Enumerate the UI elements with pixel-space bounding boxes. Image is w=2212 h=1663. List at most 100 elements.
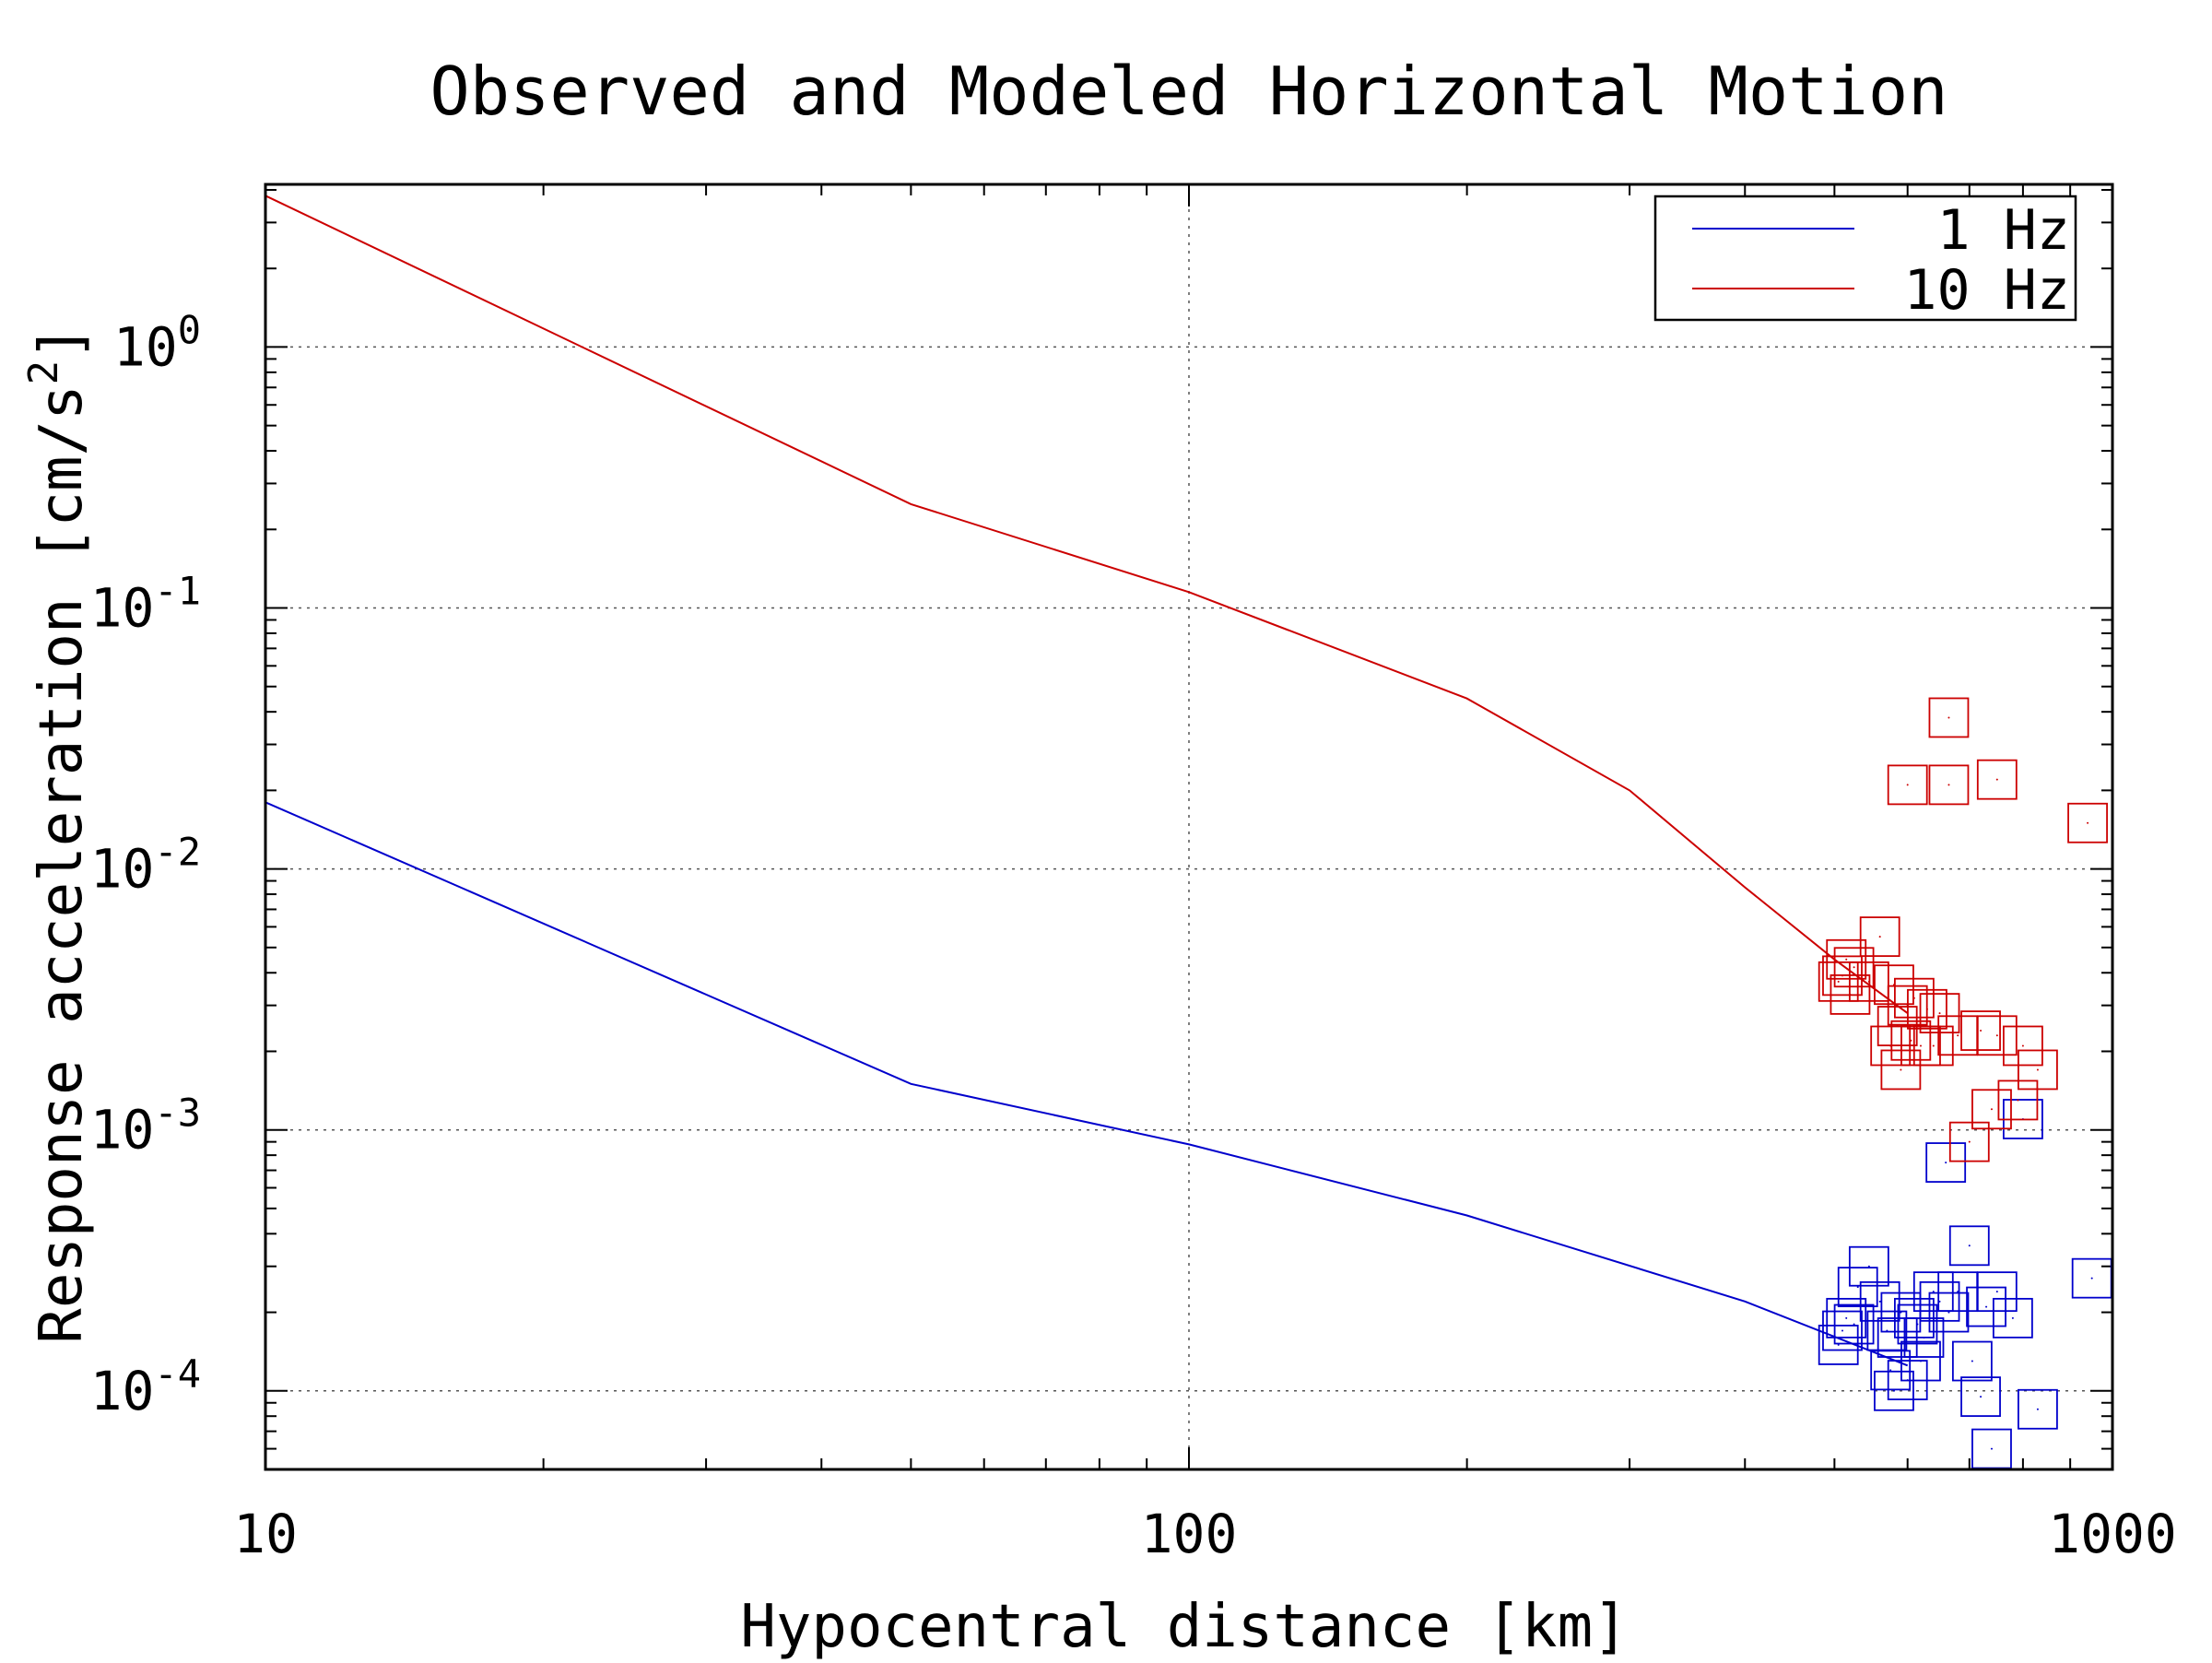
observed-point-center xyxy=(1867,980,1870,983)
observed-point-center xyxy=(2036,1068,2039,1071)
x-tick-label: 10 xyxy=(233,1503,298,1565)
series-group xyxy=(1887,759,2018,806)
x-axis-label: Hypocentral distance [km] xyxy=(740,1593,1628,1659)
x-tick-label: 100 xyxy=(1141,1503,1238,1565)
observed-point xyxy=(1976,1271,2018,1313)
observed-point xyxy=(1912,1025,1954,1067)
model-line xyxy=(265,195,1909,1014)
observed-point xyxy=(2002,1025,2043,1067)
observed-point-center xyxy=(1990,1108,1993,1111)
observed-point-center xyxy=(1896,1025,1899,1028)
observed-point xyxy=(1826,938,1867,980)
legend-label-1hz: 1 Hz xyxy=(1937,198,2071,263)
observed-point-center xyxy=(1900,1311,1902,1314)
observed-point-center xyxy=(2011,1316,2014,1319)
observed-point-center xyxy=(2036,1408,2039,1410)
observed-point xyxy=(1928,1291,1970,1333)
observed-point-center xyxy=(1919,1044,1922,1047)
observed-point-center xyxy=(1947,1311,1950,1314)
observed-point xyxy=(1948,1121,1990,1162)
observed-point-center xyxy=(1853,1323,1855,1326)
observed-point-center xyxy=(1923,1336,1925,1339)
y-tick-label: 10-1 xyxy=(90,569,201,640)
observed-point xyxy=(1887,764,1928,806)
y-axis-label-end: ] xyxy=(28,324,96,360)
observed-point-center xyxy=(1889,1369,1892,1372)
observed-point-center xyxy=(1947,784,1950,786)
observed-point-center xyxy=(2021,1044,2024,1047)
observed-point xyxy=(1818,1325,1859,1365)
observed-point xyxy=(1976,1015,2018,1056)
observed-point xyxy=(1912,1271,1954,1313)
observed-point-center xyxy=(1906,784,1909,786)
y-axis-label: Response acceleration [cm/s2] xyxy=(20,324,96,1343)
observed-point-center xyxy=(1916,1323,1919,1326)
legend-box xyxy=(1653,195,2077,322)
observed-point-center xyxy=(1968,1244,1971,1247)
observed-point-center xyxy=(1845,958,1848,961)
observed-point xyxy=(1848,961,1889,1002)
observed-point-center xyxy=(1957,1034,1959,1037)
observed-point xyxy=(1833,1303,1875,1345)
x-tick-labels: 10 100 1000 xyxy=(233,1503,2177,1565)
observed-point xyxy=(1966,1286,2006,1327)
observed-point xyxy=(2067,802,2108,843)
observed-point-center xyxy=(1932,1291,1935,1293)
observed-point xyxy=(1919,993,1960,1034)
observed-point-center xyxy=(1841,1329,1843,1332)
observed-point xyxy=(1976,759,2018,800)
observed-point xyxy=(1900,1340,1941,1382)
observed-point-center xyxy=(1845,1316,1848,1319)
observed-point xyxy=(1874,964,1914,1006)
axis-ticks xyxy=(265,184,2112,1469)
observed-point-center xyxy=(2087,821,2089,824)
model-line xyxy=(265,801,1909,1367)
observed-point-center xyxy=(1945,1162,1947,1164)
observed-point-center xyxy=(1932,1044,1935,1047)
observed-point xyxy=(1992,1297,2033,1339)
x-tick-label: 1000 xyxy=(2048,1503,2177,1565)
y-axis-label-superscript: 2 xyxy=(20,360,67,385)
observed-point xyxy=(1833,947,1875,988)
observed-point xyxy=(1971,1089,2012,1130)
observed-point xyxy=(1818,961,1859,1002)
observed-point-center xyxy=(1980,1396,1983,1398)
observed-point-center xyxy=(2090,1277,2093,1280)
observed-point xyxy=(1822,1310,1863,1351)
observed-point xyxy=(1870,1350,1912,1391)
observed-point xyxy=(1890,1020,1932,1061)
observed-point xyxy=(1928,697,1970,738)
observed-point xyxy=(2018,1388,2058,1430)
observed-point-center xyxy=(1919,1360,1922,1362)
y-tick-label: 100 xyxy=(113,307,201,378)
observed-point-center xyxy=(1892,1389,1895,1392)
observed-point-center xyxy=(1995,778,1998,781)
y-tick-labels: 100 10-1 10-2 10-3 10-4 xyxy=(90,307,201,1421)
observed-point xyxy=(1907,988,1947,1030)
observed-point xyxy=(1948,1225,1990,1267)
y-tick-label: 10-2 xyxy=(90,830,201,901)
y-axis-label-base: Response acceleration [cm/s xyxy=(28,384,96,1343)
y-tick-label: 10-3 xyxy=(90,1091,201,1162)
observed-point xyxy=(1903,1317,1945,1358)
observed-point-center xyxy=(1878,1300,1881,1303)
observed-point-center xyxy=(1985,1305,1988,1308)
observed-point-center xyxy=(1856,1286,1859,1289)
observed-point-center xyxy=(1853,966,1855,969)
observed-point-center xyxy=(1995,1291,1998,1293)
observed-point-center xyxy=(1867,1265,1870,1268)
observed-point-center xyxy=(1995,1034,1998,1037)
observed-point xyxy=(1894,977,1935,1019)
observed-point xyxy=(2018,1049,2058,1091)
chart-title: Observed and Modeled Horizontal Motion xyxy=(429,53,1947,130)
observed-point xyxy=(1919,1280,1960,1322)
observed-point-center xyxy=(1938,1012,1941,1015)
grid-lines xyxy=(265,184,2112,1469)
observed-point-center xyxy=(1957,1291,1959,1293)
observed-point xyxy=(1826,1297,1867,1339)
observed-point xyxy=(1960,1376,2001,1417)
observed-point xyxy=(1837,1267,1878,1308)
observed-point xyxy=(1928,764,1970,806)
